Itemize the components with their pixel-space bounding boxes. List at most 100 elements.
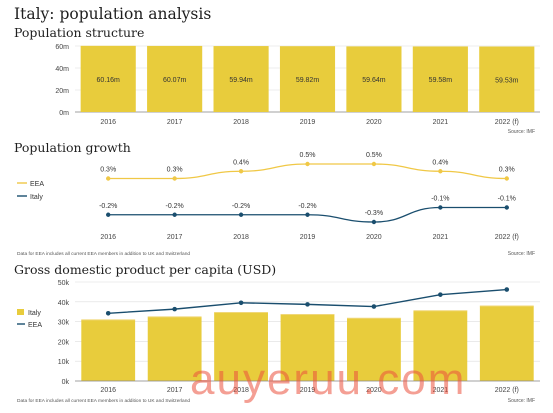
data-point [106, 212, 111, 217]
point-data-label: 0.3% [167, 167, 183, 174]
x-tick-label: 2021 [433, 387, 449, 394]
x-tick-label: 2016 [100, 234, 116, 241]
data-point [172, 212, 177, 217]
y-tick-label: 50k [58, 280, 70, 287]
y-tick-label: 10k [58, 359, 70, 366]
data-point [172, 176, 177, 181]
bar-data-label: 60.16m [97, 77, 121, 84]
point-data-label: 0.5% [300, 152, 316, 159]
point-data-label: 0.4% [432, 159, 448, 166]
y-tick-label: 20k [58, 339, 70, 346]
y-tick-label: 40m [55, 66, 69, 73]
point-data-label: 0.4% [233, 159, 249, 166]
bar [214, 312, 268, 381]
data-point [504, 176, 509, 181]
x-tick-label: 2016 [100, 119, 116, 126]
source-label: Source: IMF [508, 129, 535, 135]
bar [81, 319, 136, 381]
bar-data-label: 60.07m [163, 77, 187, 84]
point-data-label: -0.1% [498, 196, 516, 203]
x-tick-label: 2020 [366, 119, 382, 126]
population-structure-chart: 0m 20m 40m 60m 60.16m 2016 60.07m 2017 59.94m 201… [55, 44, 540, 135]
y-tick-label: 0m [59, 110, 69, 117]
data-point [105, 310, 111, 316]
footnote-label: Data for EEA includes all current EEA me… [17, 398, 190, 404]
x-tick-label: 2019 [300, 234, 316, 241]
footnote-label: Data for EEA includes all current EEA me… [17, 251, 190, 257]
point-data-label: -0.2% [165, 203, 183, 210]
point-data-label: -0.3% [365, 210, 383, 217]
population-growth-chart: EEA 0.3% 0.3% 0.4% 0.5% 0.5% 0.4% 0.3% Italy -0.2… [17, 152, 535, 257]
bar [479, 305, 534, 381]
data-point [371, 219, 377, 225]
source-label: Source: IMF [508, 398, 535, 404]
point-data-label: -0.2% [232, 203, 250, 210]
data-point [305, 161, 310, 167]
data-point [504, 205, 509, 210]
data-point [238, 212, 244, 217]
bar [80, 45, 136, 112]
series-line [108, 288, 507, 314]
x-tick-label: 2017 [167, 234, 183, 241]
data-point [172, 306, 177, 312]
x-tick-label: 2019 [300, 119, 316, 126]
x-tick-label: 2017 [167, 387, 183, 394]
x-tick-label: 2022 (f) [495, 234, 519, 241]
bar [213, 46, 269, 112]
bar [347, 318, 401, 381]
bar [280, 314, 335, 381]
bar-data-label: 59.53m [495, 77, 519, 84]
data-point [106, 176, 111, 181]
data-point [438, 205, 443, 210]
bar [279, 46, 336, 112]
bar [346, 46, 402, 113]
y-tick-label: 60m [55, 44, 69, 51]
data-point [305, 302, 310, 307]
population-growth-title: Population growth [14, 140, 131, 155]
x-tick-label: 2016 [100, 387, 116, 394]
x-tick-label: 2019 [300, 387, 316, 394]
legend-label: Italy [30, 194, 43, 201]
x-tick-label: 2018 [233, 387, 249, 394]
x-tick-label: 2018 [233, 119, 249, 126]
legend-swatch [17, 309, 24, 315]
data-point [305, 212, 310, 217]
legend-label: EEA [30, 181, 44, 188]
data-point [371, 161, 377, 167]
x-tick-label: 2021 [433, 234, 449, 241]
bar [479, 46, 535, 112]
bar-data-label: 59.64m [362, 77, 386, 84]
x-tick-label: 2020 [366, 234, 382, 241]
bar-data-label: 59.94m [229, 77, 253, 84]
x-tick-label: 2021 [433, 119, 449, 126]
data-point [504, 287, 510, 292]
page-title: Italy: population analysis [14, 5, 212, 23]
bar [147, 316, 202, 381]
point-data-label: 0.3% [100, 167, 116, 174]
gdp-per-capita-chart: 0k 10k 20k 30k 40k 50k 2016 2017 2018 2019 2020 202… [17, 280, 540, 404]
x-tick-label: 2022 (f) [495, 119, 519, 126]
y-tick-label: 40k [58, 300, 70, 307]
bar-data-label: 59.58m [429, 77, 453, 84]
data-point [438, 169, 443, 174]
gdp-per-capita-title: Gross domestic product per capita (USD) [14, 262, 277, 277]
x-tick-label: 2018 [233, 234, 249, 241]
bar [412, 46, 468, 112]
point-data-label: -0.2% [99, 203, 117, 210]
legend-label: Italy [28, 310, 41, 317]
point-data-label: -0.2% [298, 203, 316, 210]
y-tick-label: 20m [55, 88, 69, 95]
data-point [238, 300, 244, 306]
y-tick-label: 0k [62, 379, 70, 386]
point-data-label: 0.3% [499, 167, 515, 174]
point-data-label: 0.5% [366, 152, 382, 159]
data-point [438, 292, 443, 297]
bar-data-label: 59.82m [296, 77, 320, 84]
source-label: Source: IMF [508, 251, 535, 257]
point-data-label: -0.1% [431, 196, 449, 203]
population-structure-title: Population structure [14, 25, 145, 40]
y-tick-label: 30k [58, 320, 70, 327]
bar [413, 310, 468, 381]
x-tick-label: 2022 (f) [495, 387, 519, 394]
x-tick-label: 2020 [366, 387, 382, 394]
